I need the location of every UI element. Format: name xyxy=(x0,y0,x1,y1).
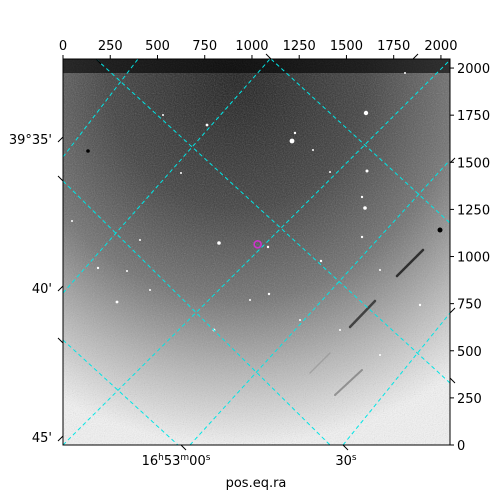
top-x-axis: 0 250 500 750 1000 1250 1500 1750 2000 xyxy=(59,39,457,59)
grid-line xyxy=(63,59,271,294)
right-tick-label: 2000 xyxy=(457,62,490,77)
grid-line xyxy=(189,159,450,445)
right-tick-label: 1000 xyxy=(457,251,490,266)
top-tick-label: 1500 xyxy=(330,39,363,54)
dark-spots xyxy=(86,149,443,233)
coordinate-grid xyxy=(63,59,450,445)
grid-line xyxy=(63,339,179,445)
top-tick-label: 750 xyxy=(192,39,217,54)
grid-line xyxy=(342,312,450,445)
right-tick-label: 750 xyxy=(457,298,482,313)
edge-tick-marks xyxy=(95,53,456,384)
right-tick-label: 1500 xyxy=(457,156,490,171)
right-y-axis: 0 250 500 750 1000 1250 1500 1750 2000 xyxy=(450,62,490,454)
grid-line xyxy=(95,59,450,384)
right-tick-label: 1250 xyxy=(457,203,490,218)
top-tick-label: 0 xyxy=(59,39,67,54)
target-marker xyxy=(253,239,262,249)
top-tick-label: 2000 xyxy=(424,39,457,54)
right-tick-label: 500 xyxy=(457,345,482,360)
ra-axis: 16h53m00s 30s xyxy=(142,444,357,469)
right-tick-label: 0 xyxy=(457,439,465,454)
stars xyxy=(71,72,422,356)
ra-tick-label: 30s xyxy=(335,453,357,469)
dec-tick-label: 45' xyxy=(32,431,52,446)
top-tick-label: 500 xyxy=(145,39,170,54)
axes-frame xyxy=(62,58,451,446)
top-tick-label: 1250 xyxy=(283,39,316,54)
top-tick-label: 1000 xyxy=(235,39,268,54)
ra-tick-label: 16h53m00s xyxy=(142,453,211,469)
grid-line xyxy=(270,59,450,224)
streaks xyxy=(309,248,425,396)
top-tick-label: 250 xyxy=(98,39,123,54)
x-axis-label: pos.eq.ra xyxy=(226,476,287,491)
dec-tick-label: 39°35' xyxy=(9,133,52,148)
top-tick-label: 1750 xyxy=(377,39,410,54)
dec-tick-label: 40' xyxy=(32,282,52,297)
dec-axis: 39°35' 40' 45' xyxy=(9,133,64,446)
right-tick-label: 250 xyxy=(457,392,482,407)
right-tick-label: 1750 xyxy=(457,109,490,124)
